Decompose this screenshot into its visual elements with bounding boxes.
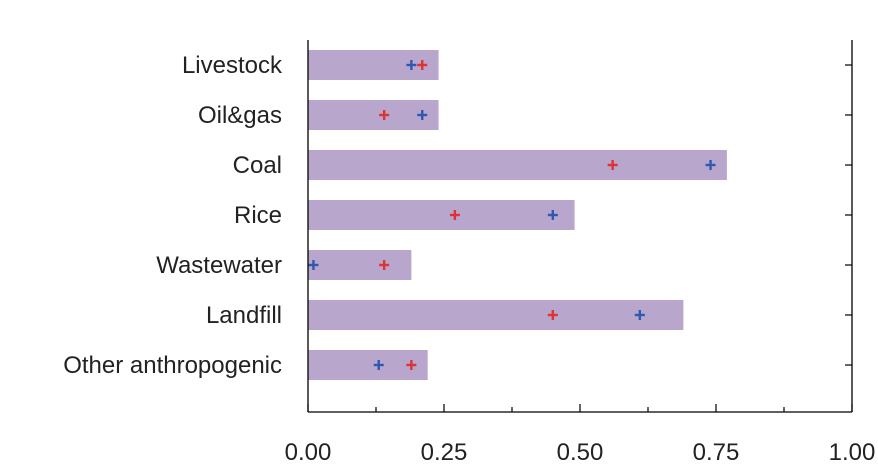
category-label: Other anthropogenic: [63, 352, 282, 379]
x-tick-label: 0.00: [285, 439, 332, 466]
category-label: Wastewater: [156, 252, 282, 279]
plus-marker-s1-2: [607, 160, 618, 170]
x-tick-label: 1.00: [829, 439, 876, 466]
plus-marker-s1-0: [417, 60, 428, 70]
plus-marker-s2-2: [705, 160, 716, 170]
plus-marker-s2-1: [417, 110, 428, 120]
bar-3: [308, 200, 575, 230]
plus-marker-s1-6: [406, 360, 417, 370]
plus-marker-s2-6: [373, 360, 384, 370]
bars-layer: [308, 50, 727, 380]
x-tick-label: 0.50: [557, 439, 604, 466]
plus-marker-s1-5: [547, 310, 558, 320]
category-label: Rice: [234, 202, 282, 229]
category-label: Landfill: [206, 302, 282, 329]
plus-marker-s2-3: [547, 210, 558, 220]
category-label: Livestock: [182, 52, 283, 79]
plus-marker-s2-0: [406, 60, 417, 70]
category-label: Coal: [233, 152, 282, 179]
x-tick-label: 0.75: [693, 439, 740, 466]
axes-layer: [307, 40, 853, 413]
plus-marker-s2-4: [308, 260, 319, 270]
category-label: Oil&gas: [198, 102, 282, 129]
bar-2: [308, 150, 727, 180]
bar-0: [308, 50, 439, 80]
markers-layer: [308, 60, 716, 370]
x-tick-label: 0.25: [421, 439, 468, 466]
plus-marker-s1-3: [449, 210, 460, 220]
plus-marker-s2-5: [634, 310, 645, 320]
bar-1: [308, 100, 439, 130]
bar-5: [308, 300, 684, 330]
bar-4: [308, 250, 412, 280]
labels-layer: Livestock Oil&gas Coal Rice Wastewater Landfi…: [63, 52, 875, 466]
plus-marker-s1-1: [379, 110, 390, 120]
plus-marker-s1-4: [379, 260, 390, 270]
